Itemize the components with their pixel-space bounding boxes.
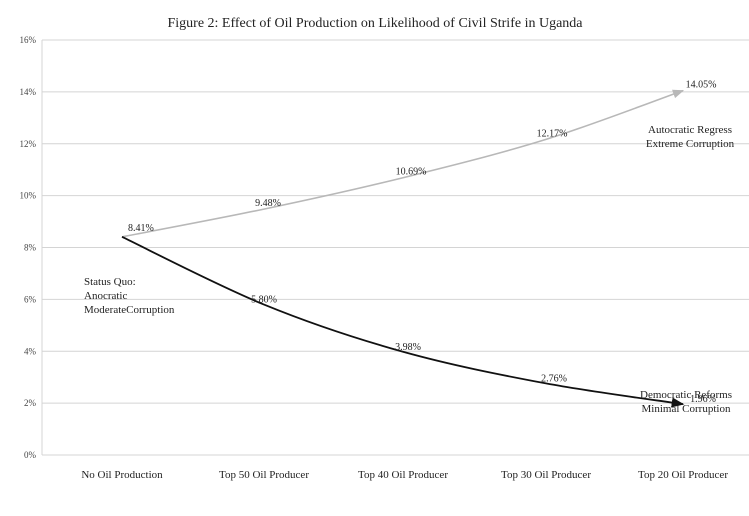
annotation-democratic-line: Minimal Corruption: [642, 403, 731, 415]
data-labels: 8.41% 9.48% 10.69% 12.17% 14.05% 5.80% 3.98% 2.…: [128, 80, 716, 406]
data-label: 3.98%: [395, 342, 421, 353]
x-tick-label: Top 40 Oil Producer: [358, 469, 448, 481]
annotation-status-quo-line: Status Quo:: [84, 276, 136, 288]
annotation-status-quo: Status Quo: Anocratic ModerateCorruption: [84, 276, 175, 316]
x-tick-label: Top 20 Oil Producer: [638, 469, 728, 481]
data-label: 10.69%: [396, 167, 427, 178]
y-tick-label: 6%: [24, 294, 37, 304]
series: [121, 89, 685, 408]
y-tick-label: 2%: [24, 398, 37, 408]
annotation-autocratic: Autocratic Regress Extreme Corruption: [646, 124, 735, 150]
y-tick-label: 14%: [20, 87, 37, 97]
data-label: 8.41%: [128, 223, 154, 234]
data-label: 5.80%: [251, 295, 277, 306]
annotation-democratic: Democratic Reforms Minimal Corruption: [640, 389, 732, 415]
chart-title: Figure 2: Effect of Oil Production on Li…: [167, 16, 583, 31]
x-tick-label: No Oil Production: [81, 469, 163, 481]
y-tick-label: 10%: [20, 191, 37, 201]
annotations: Status Quo: Anocratic ModerateCorruption Au…: [84, 124, 735, 415]
annotation-democratic-line: Democratic Reforms: [640, 389, 732, 401]
series-line-autocratic: [121, 89, 685, 238]
y-tick-label: 12%: [20, 139, 37, 149]
x-tick-label: Top 50 Oil Producer: [219, 469, 309, 481]
y-tick-label: 4%: [24, 346, 37, 356]
x-tick-label: Top 30 Oil Producer: [501, 469, 591, 481]
data-label: 14.05%: [686, 80, 717, 91]
y-tick-label: 16%: [20, 35, 37, 45]
x-axis-ticks: No Oil Production Top 50 Oil Producer Top …: [81, 469, 728, 481]
annotation-autocratic-line: Autocratic Regress: [648, 124, 732, 136]
y-axis-ticks: 0% 2% 4% 6% 8% 10% 12% 14% 16%: [20, 35, 37, 460]
data-label: 2.76%: [541, 373, 567, 384]
data-label: 1.96%: [690, 394, 716, 405]
y-tick-label: 8%: [24, 243, 37, 253]
data-label: 9.48%: [255, 198, 281, 209]
gridlines: [41, 39, 749, 456]
data-label: 12.17%: [537, 128, 568, 139]
annotation-autocratic-line: Extreme Corruption: [646, 138, 735, 150]
annotation-status-quo-line: Anocratic: [84, 290, 127, 302]
annotation-status-quo-line: ModerateCorruption: [84, 304, 175, 316]
y-tick-label: 0%: [24, 450, 37, 460]
series-line-democratic: [121, 236, 685, 408]
